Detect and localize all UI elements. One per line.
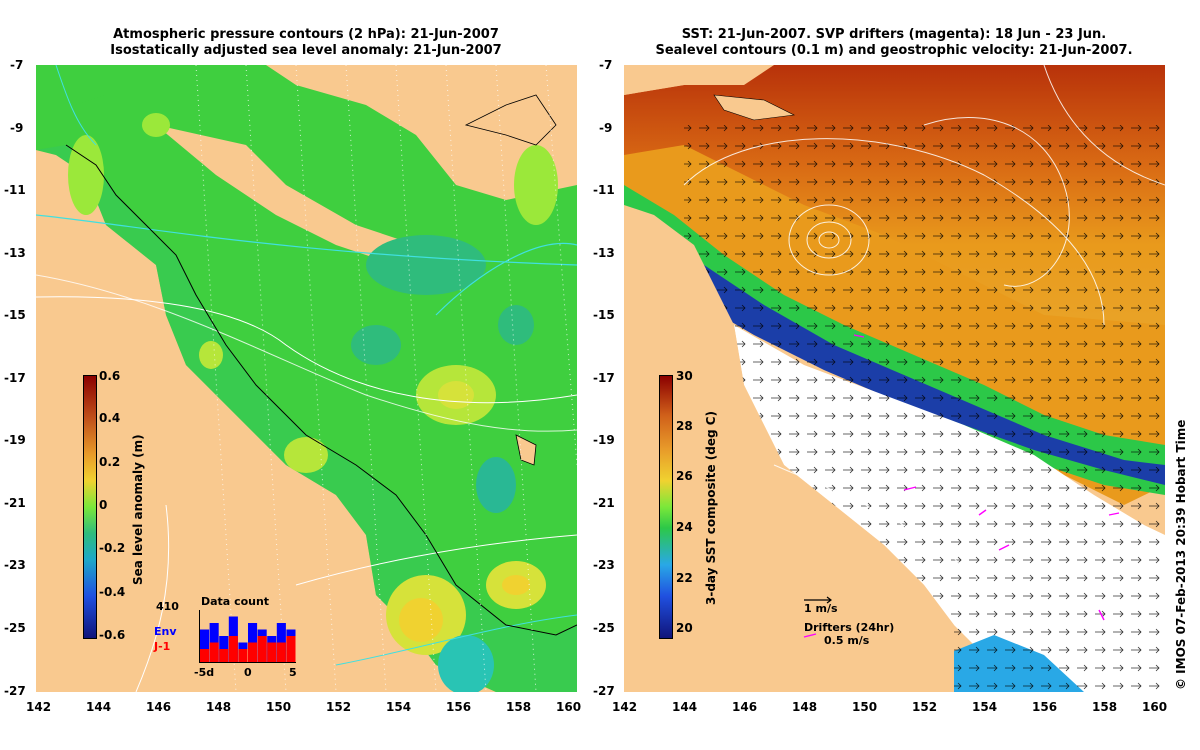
j1-bar — [286, 636, 296, 662]
right-cb-tick: 26 — [676, 469, 693, 483]
left-cb-tick: -0.2 — [99, 541, 126, 555]
left-png-land — [36, 65, 577, 265]
right-title-line2: Sealevel contours (0.1 m) and geostrophi… — [655, 43, 1133, 58]
left-y-tick: -11 — [4, 183, 26, 197]
left-x-tick: 152 — [326, 700, 352, 714]
env-bar — [200, 629, 210, 662]
right-map: 30 28 26 24 22 20 3-day SST composite (d… — [624, 65, 1165, 692]
left-y-tick: -25 — [4, 621, 26, 635]
right-x-tick: 148 — [792, 700, 818, 714]
right-x-tick: 154 — [972, 700, 998, 714]
j1-bar — [209, 642, 219, 662]
data-count-tick: 5 — [289, 666, 297, 679]
left-cb-tick: -0.6 — [99, 628, 126, 642]
right-x-tick: 146 — [732, 700, 758, 714]
right-cb-tick: 20 — [676, 621, 693, 635]
right-x-tick: 150 — [852, 700, 878, 714]
right-y-tick: -13 — [593, 246, 615, 260]
data-count-bars — [200, 616, 296, 662]
right-y-tick: -25 — [593, 621, 615, 635]
left-cb-tick: 0 — [99, 498, 108, 512]
right-y-tick: -27 — [593, 684, 615, 698]
left-y-tick: -9 — [10, 121, 24, 135]
right-y-tick: -11 — [593, 183, 615, 197]
left-y-tick: -19 — [4, 433, 26, 447]
left-title-line1: Atmospheric pressure contours (2 hPa): 2… — [113, 27, 499, 42]
left-y-tick: -27 — [4, 684, 26, 698]
right-y-tick: -23 — [593, 558, 615, 572]
right-y-tick: -9 — [599, 121, 613, 135]
left-y-tick: -17 — [4, 371, 26, 385]
left-y-tick: -23 — [4, 558, 26, 572]
left-x-tick: 146 — [146, 700, 172, 714]
left-colorbar-label: Sea level anomaly (m) — [131, 434, 145, 585]
left-x-tick: 142 — [26, 700, 52, 714]
credit-text: © IMOS 07-Feb-2013 20:39 Hobart Time — [1174, 419, 1188, 690]
left-x-tick: 148 — [206, 700, 232, 714]
data-count-total: 410 — [156, 600, 179, 613]
left-x-tick: 160 — [556, 700, 582, 714]
j1-bar — [257, 636, 267, 662]
right-x-tick: 156 — [1032, 700, 1058, 714]
left-ocean — [36, 65, 577, 692]
drifter-legend-speed: 0.5 m/s — [824, 634, 870, 647]
left-x-tick: 144 — [86, 700, 112, 714]
left-cb-tick: 0.4 — [99, 411, 121, 425]
data-count-j1-label: J-1 — [154, 640, 171, 653]
j1-bar — [228, 636, 238, 662]
data-count-tick: -5d — [194, 666, 215, 679]
j1-bar — [276, 642, 286, 662]
right-y-tick: -17 — [593, 371, 615, 385]
right-colorbar — [659, 375, 673, 639]
right-y-tick: -19 — [593, 433, 615, 447]
drifter-legend-title: Drifters (24hr) — [804, 621, 895, 634]
j1-bar — [248, 642, 258, 662]
right-x-tick: 144 — [672, 700, 698, 714]
right-cb-tick: 24 — [676, 520, 693, 534]
right-y-tick: -7 — [599, 58, 613, 72]
left-y-tick: -13 — [4, 246, 26, 260]
right-y-tick: -21 — [593, 496, 615, 510]
left-x-tick: 158 — [506, 700, 532, 714]
data-count-tick: 0 — [244, 666, 252, 679]
right-colorbar-label: 3-day SST composite (deg C) — [704, 410, 718, 605]
left-x-tick: 156 — [446, 700, 472, 714]
left-title-line2: Isostatically adjusted sea level anomaly… — [110, 43, 502, 58]
left-cb-tick: 0.2 — [99, 455, 121, 469]
left-x-tick: 150 — [266, 700, 292, 714]
data-count-title: Data count — [201, 595, 270, 608]
right-cb-tick: 22 — [676, 571, 693, 585]
left-title: Atmospheric pressure contours (2 hPa): 2… — [36, 27, 576, 59]
data-count-chart — [199, 610, 296, 663]
j1-bar — [238, 649, 248, 662]
left-cb-tick: -0.4 — [99, 585, 126, 599]
scale-arrow-label: 1 m/s — [804, 602, 838, 615]
j1-bar — [200, 649, 210, 662]
right-cb-tick: 28 — [676, 419, 693, 433]
j1-bar — [267, 642, 277, 662]
j1-bar — [219, 649, 229, 662]
left-y-tick: -15 — [4, 308, 26, 322]
right-cb-tick: 30 — [676, 369, 693, 383]
right-title: SST: 21-Jun-2007. SVP drifters (magenta)… — [624, 27, 1164, 59]
left-map: 0.6 0.4 0.2 0 -0.2 -0.4 -0.6 Sea level a… — [36, 65, 577, 692]
right-title-line1: SST: 21-Jun-2007. SVP drifters (magenta)… — [681, 27, 1107, 42]
right-x-tick: 142 — [612, 700, 638, 714]
left-cb-tick: 0.6 — [99, 369, 121, 383]
right-y-tick: -15 — [593, 308, 615, 322]
left-y-tick: -7 — [10, 58, 24, 72]
left-x-tick: 154 — [386, 700, 412, 714]
left-colorbar — [83, 375, 97, 639]
right-x-tick: 160 — [1142, 700, 1168, 714]
right-x-tick: 152 — [912, 700, 938, 714]
right-x-tick: 158 — [1092, 700, 1118, 714]
data-count-env-label: Env — [154, 625, 177, 638]
left-y-tick: -21 — [4, 496, 26, 510]
